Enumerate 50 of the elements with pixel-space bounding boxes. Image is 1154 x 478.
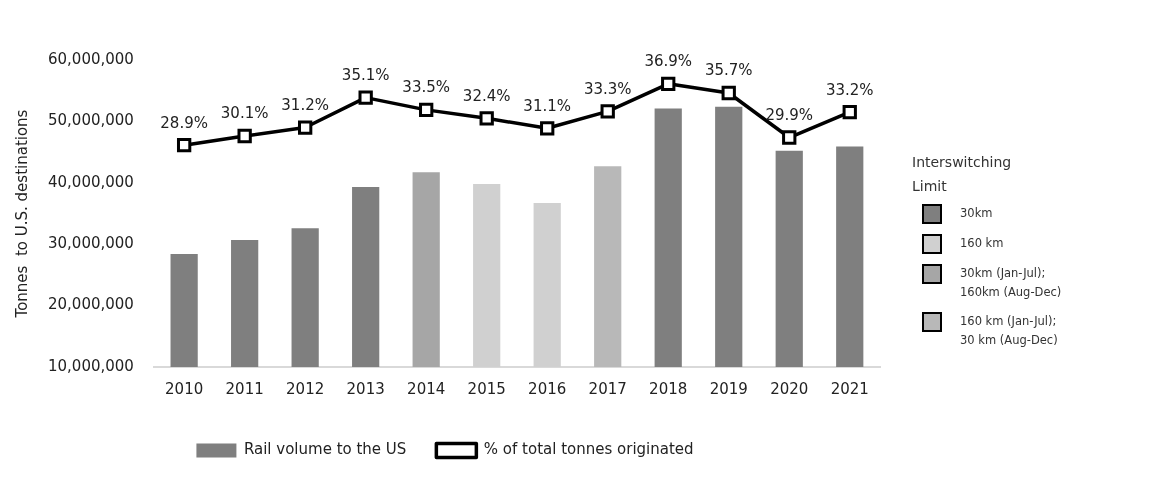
legend-label: Rail volume to the US (243, 440, 407, 459)
data-label: 35.7% (704, 61, 753, 80)
y-tick-label: 20,000,000 (47, 295, 134, 314)
x-tick-label: 2021 (830, 379, 869, 398)
point (237, 128, 252, 144)
point (479, 111, 494, 126)
point (298, 120, 313, 135)
point (842, 105, 857, 120)
x-tick-label: 2011 (225, 379, 264, 398)
x-tick-label: 2015 (467, 379, 506, 398)
data-label: 31.2% (281, 95, 329, 114)
point (358, 90, 373, 105)
data-label: 32.4% (462, 86, 511, 105)
data-label: 33.3% (583, 79, 632, 98)
point (540, 121, 555, 136)
point (600, 104, 615, 119)
point (721, 85, 736, 101)
data-label: 35.1% (341, 66, 390, 84)
text: 160 km (Jan-Jul); 30 km (Aug-Dec) (960, 313, 1059, 349)
data-label: 31.1% (523, 96, 572, 115)
data-label: 30.1% (220, 104, 269, 123)
y-tick-label: 40,000,000 (47, 172, 134, 191)
text: 160 km (960, 235, 1005, 252)
data-label: 28.9% (160, 113, 208, 132)
x-tick-label: 2018 (649, 379, 688, 398)
y-axis-title: Tonnes to U.S. destinations (12, 109, 31, 319)
x-tick-label: 2013 (346, 379, 385, 398)
x-tick-label: 2019 (709, 379, 748, 398)
y-tick-label: 10,000,000 (47, 356, 134, 375)
x-tick-label: 2012 (286, 379, 325, 398)
point (661, 76, 676, 91)
y-tick-label: 60,000,000 (47, 49, 134, 68)
point (782, 130, 797, 145)
point (176, 138, 192, 153)
y-tick-label: 50,000,000 (47, 111, 134, 130)
point (419, 102, 434, 118)
data-label: 33.5% (402, 78, 451, 97)
y-tick-label: 30,000,000 (47, 234, 134, 253)
x-tick-label: 2020 (770, 379, 809, 398)
x-tick-label: 2010 (165, 379, 204, 398)
x-tick-label: 2016 (528, 379, 567, 398)
data-label: 29.9% (765, 105, 814, 124)
data-label: 33.2% (825, 80, 874, 99)
text: 30km (Jan-Jul); 160km (Aug-Dec) (960, 265, 1063, 301)
x-tick-label: 2014 (407, 379, 446, 398)
legend-title: Interswitching Limit (912, 153, 1013, 196)
x-tick-label: 2017 (588, 379, 627, 398)
legend-label: % of total tonnes originated (483, 440, 694, 459)
data-label: 36.9% (644, 52, 693, 71)
text: 30km (960, 205, 994, 222)
